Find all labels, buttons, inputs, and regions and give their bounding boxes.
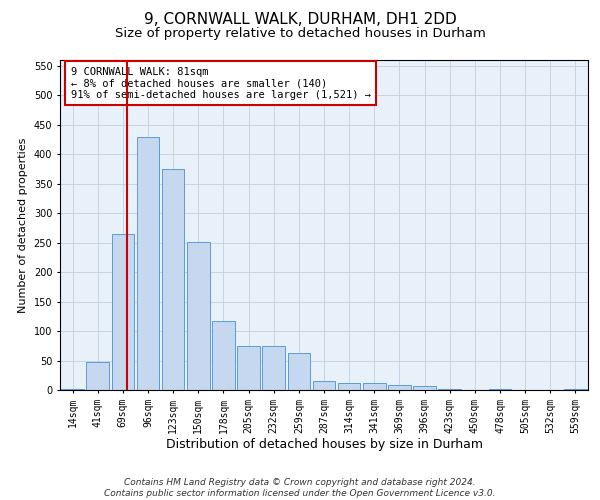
Bar <box>413 386 436 390</box>
Bar <box>287 354 310 390</box>
Bar <box>162 169 184 390</box>
Text: 9, CORNWALL WALK, DURHAM, DH1 2DD: 9, CORNWALL WALK, DURHAM, DH1 2DD <box>143 12 457 28</box>
Bar <box>212 321 235 390</box>
Bar <box>338 383 361 390</box>
Bar <box>237 346 260 390</box>
Bar <box>187 242 209 390</box>
Bar <box>112 234 134 390</box>
Bar <box>86 362 109 390</box>
X-axis label: Distribution of detached houses by size in Durham: Distribution of detached houses by size … <box>166 438 482 452</box>
Bar <box>439 389 461 390</box>
Text: 9 CORNWALL WALK: 81sqm
← 8% of detached houses are smaller (140)
91% of semi-det: 9 CORNWALL WALK: 81sqm ← 8% of detached … <box>71 66 371 100</box>
Text: Size of property relative to detached houses in Durham: Size of property relative to detached ho… <box>115 28 485 40</box>
Y-axis label: Number of detached properties: Number of detached properties <box>18 138 28 312</box>
Bar <box>137 136 160 390</box>
Bar <box>488 389 511 390</box>
Text: Contains HM Land Registry data © Crown copyright and database right 2024.
Contai: Contains HM Land Registry data © Crown c… <box>104 478 496 498</box>
Bar <box>363 383 386 390</box>
Bar <box>564 389 587 390</box>
Bar <box>313 381 335 390</box>
Bar <box>262 346 285 390</box>
Bar <box>388 386 411 390</box>
Bar <box>61 389 84 390</box>
